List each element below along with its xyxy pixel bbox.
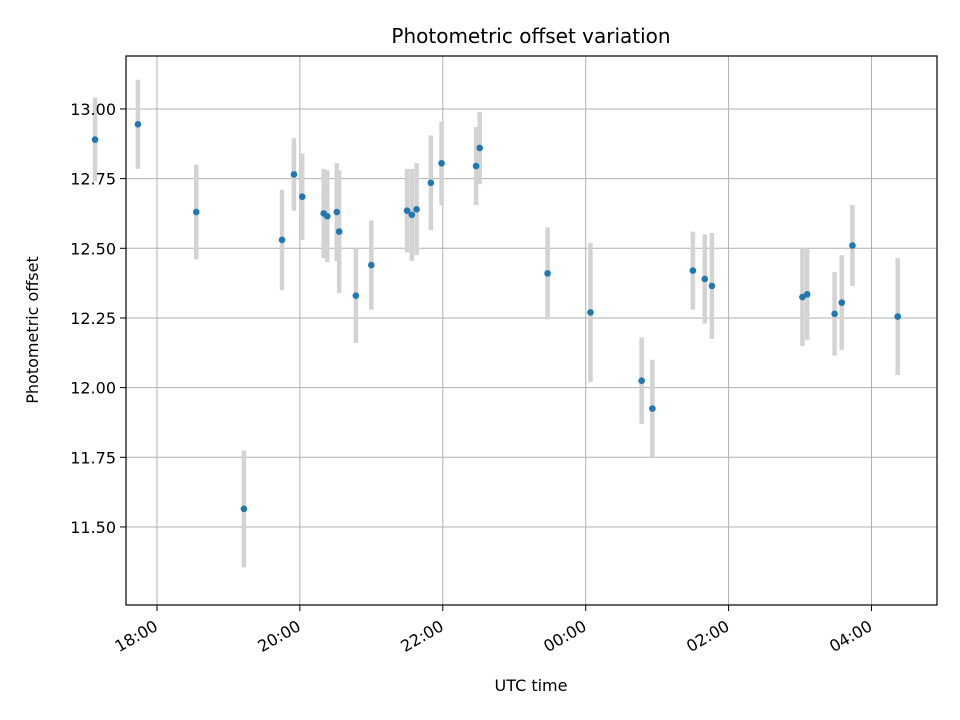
- data-point: [323, 212, 331, 220]
- data-point: [544, 270, 551, 277]
- data-point: [438, 159, 445, 167]
- data-point: [701, 275, 709, 283]
- data-point: [298, 193, 306, 201]
- y-tick-label: 13.00: [70, 100, 116, 119]
- data-point: [649, 405, 656, 412]
- data-point: [134, 120, 142, 128]
- y-tick-label: 12.25: [70, 309, 116, 328]
- data-point: [352, 292, 360, 299]
- data-point: [91, 136, 99, 143]
- data-point: [290, 171, 298, 178]
- chart-title: Photometric offset variation: [391, 24, 670, 48]
- plot-frame: [125, 55, 938, 606]
- y-axis-label: Photometric offset: [23, 256, 42, 404]
- y-tick-label: 11.50: [70, 518, 116, 537]
- data-point: [831, 310, 838, 318]
- data-point: [799, 293, 806, 301]
- data-point: [849, 242, 856, 249]
- data-point: [708, 282, 716, 290]
- x-axis-label: UTC time: [495, 676, 568, 695]
- y-tick-label: 12.50: [70, 239, 116, 258]
- y-tick-label: 12.75: [70, 170, 116, 189]
- data-point: [333, 208, 341, 216]
- data-point: [368, 261, 375, 269]
- data-point: [192, 208, 200, 216]
- data-point: [838, 299, 846, 306]
- data-point: [894, 313, 902, 320]
- y-tick-label: 11.75: [70, 448, 116, 467]
- data-point: [587, 309, 594, 316]
- data-point: [803, 290, 811, 298]
- data-point: [427, 179, 435, 187]
- data-point: [240, 505, 248, 513]
- data-point: [278, 236, 286, 244]
- data-point: [403, 207, 411, 214]
- y-tick-label: 12.00: [70, 379, 116, 398]
- data-point: [472, 162, 480, 170]
- data-point: [476, 144, 483, 152]
- data-points: [91, 120, 902, 513]
- data-point: [413, 205, 420, 213]
- plot-area-background: [126, 56, 937, 605]
- data-point: [335, 228, 343, 235]
- y-axis: 11.50 11.75 12.00 12.25 12.50 12.75 13.00: [70, 100, 126, 537]
- data-point: [689, 267, 697, 274]
- data-point: [638, 377, 645, 384]
- data-point: [408, 211, 416, 219]
